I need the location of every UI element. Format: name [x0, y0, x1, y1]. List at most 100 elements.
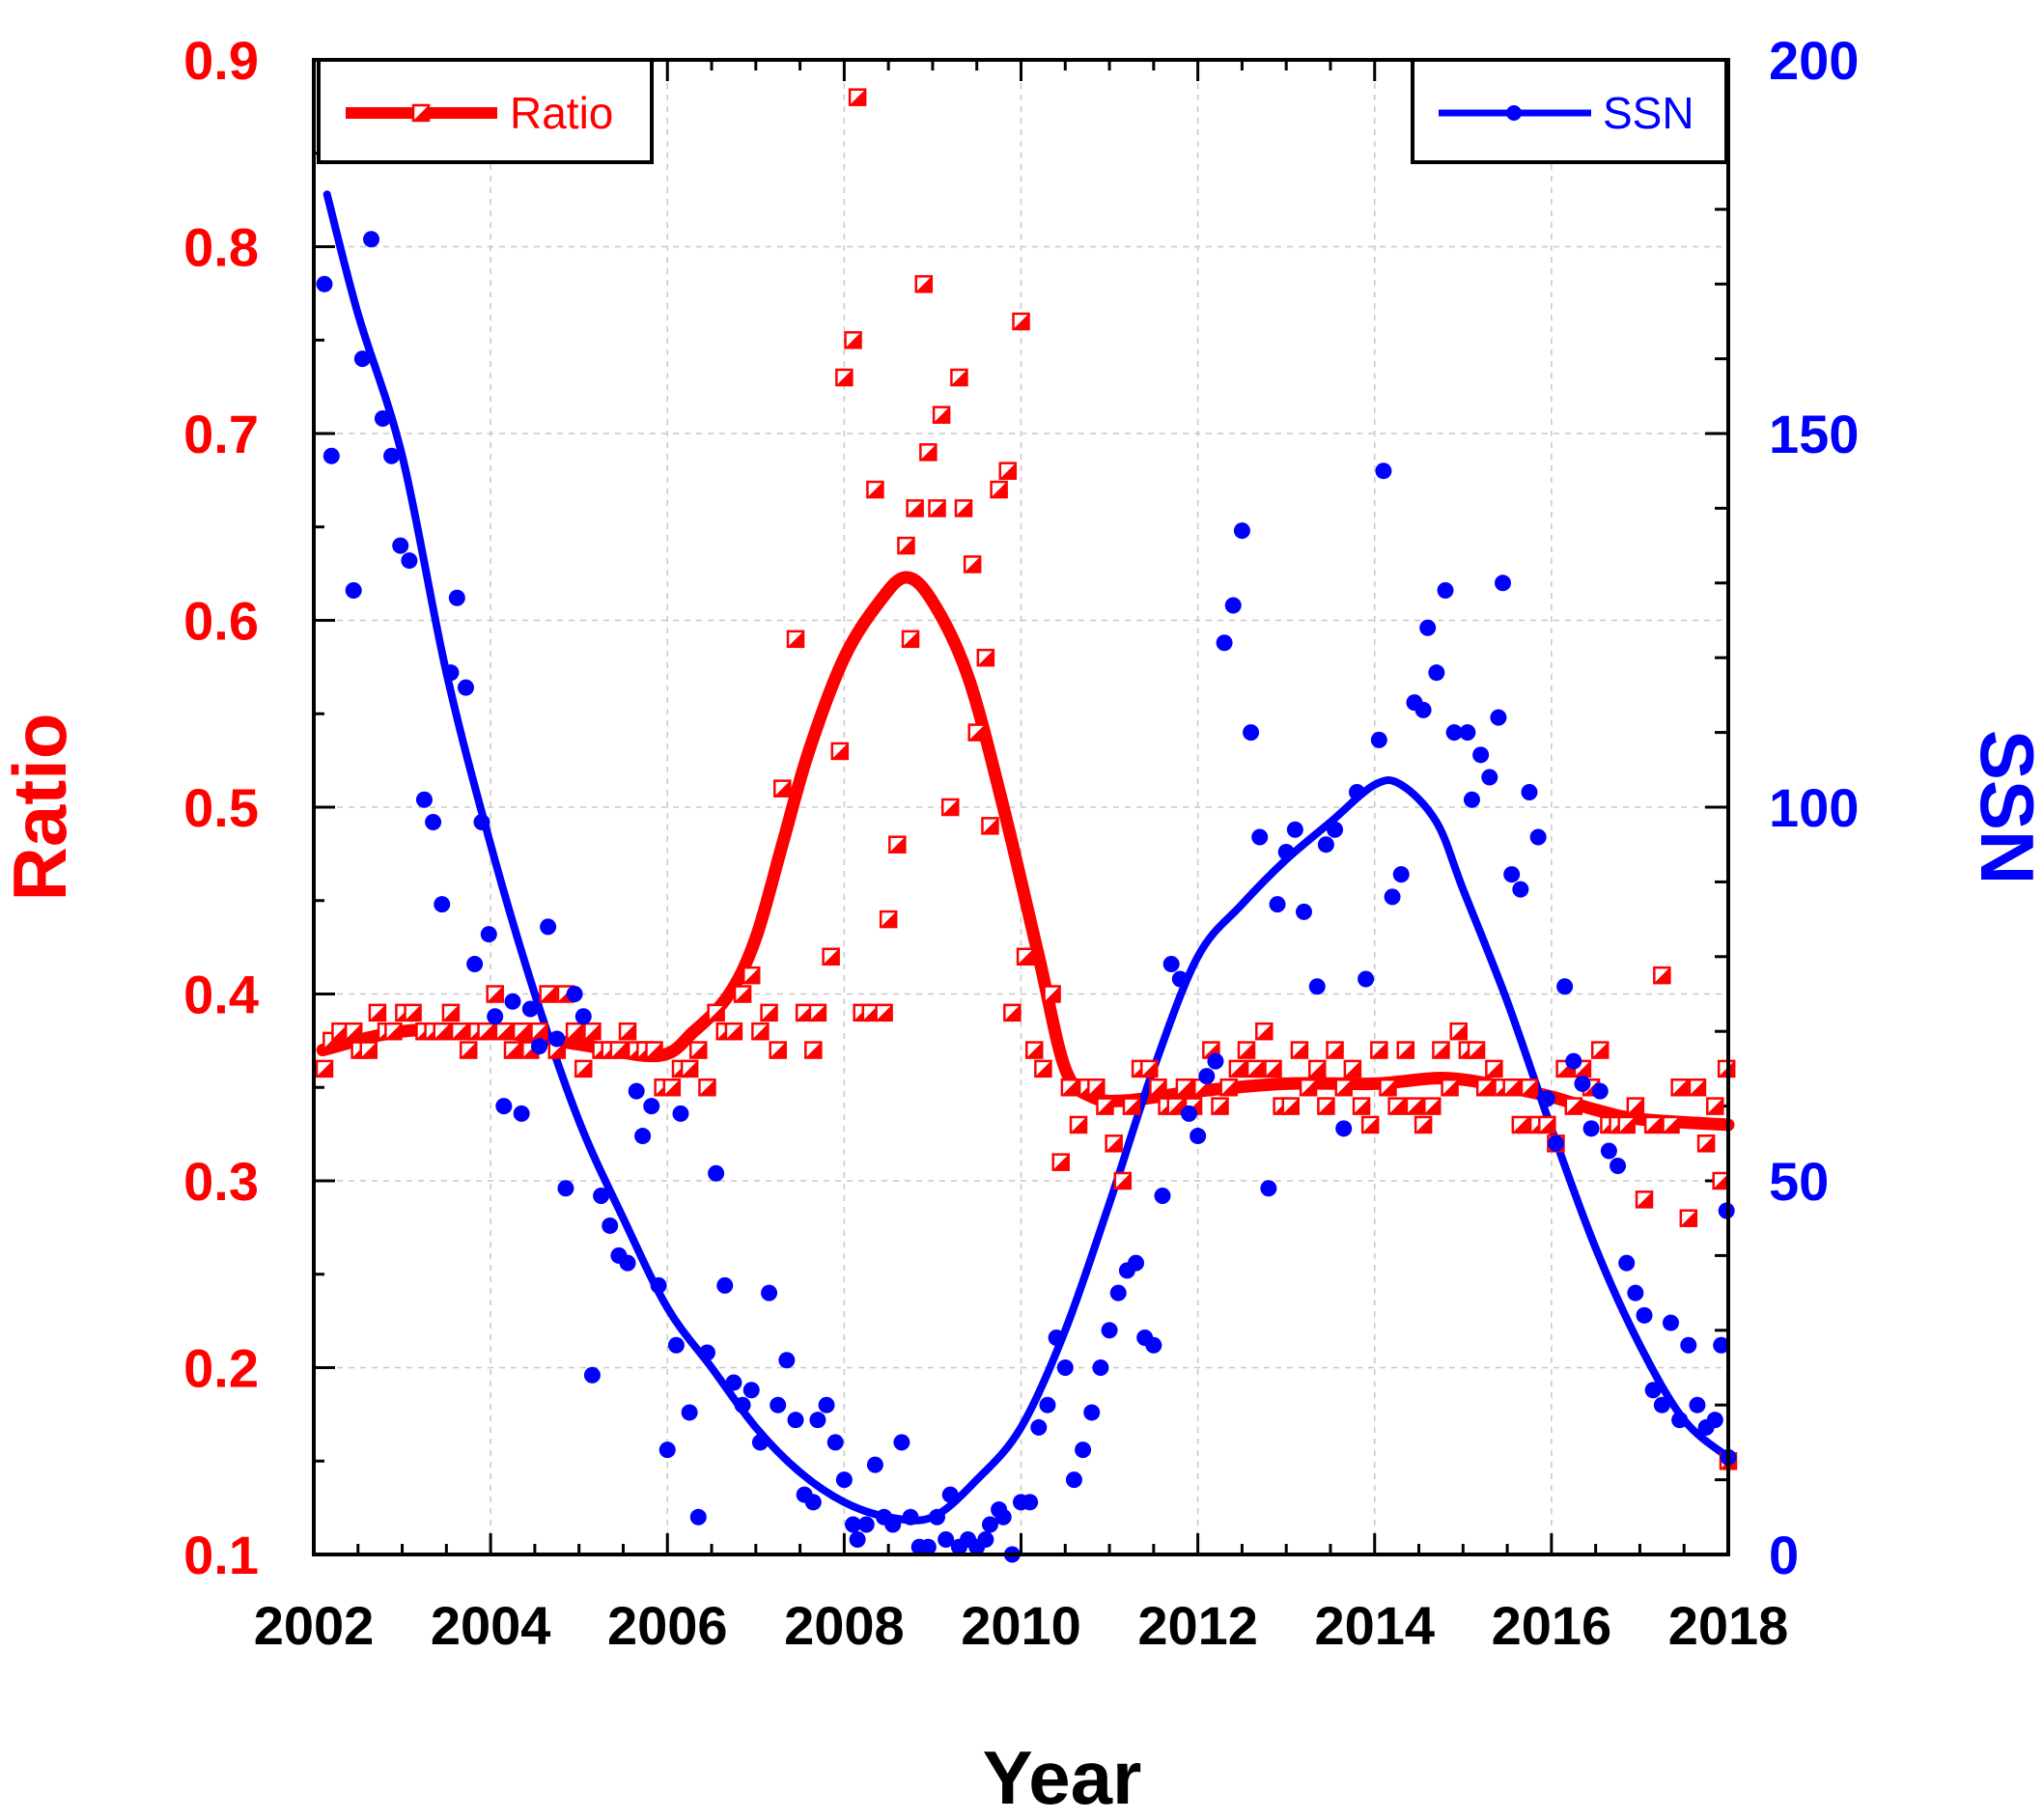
ratio-point-fill: [1176, 1079, 1192, 1096]
ratio-point: [1228, 1059, 1247, 1078]
ratio-point-fill: [385, 1023, 402, 1040]
ssn-point: [1154, 1187, 1171, 1204]
ratio-point: [368, 1003, 387, 1022]
ratio-point-fill: [434, 1023, 450, 1040]
ratio-point: [1281, 1097, 1301, 1115]
ssn-point: [415, 791, 433, 808]
ssn-point: [1662, 1314, 1679, 1331]
ratio-point: [530, 1022, 548, 1041]
ssn-point: [787, 1412, 804, 1429]
y-left-tick-label: 0.9: [183, 30, 259, 91]
ratio-point-fill: [1114, 1173, 1131, 1189]
ratio-point: [404, 1003, 422, 1022]
ratio-point-fill: [1238, 1042, 1254, 1058]
ratio-point: [1379, 1078, 1397, 1097]
x-tick-label: 2002: [254, 1595, 375, 1656]
ratio-point-fill: [1301, 1079, 1317, 1096]
ssn-point: [672, 1105, 689, 1122]
ssn-point: [884, 1516, 902, 1533]
ssn-point: [1260, 1180, 1277, 1197]
ratio-point: [1096, 1097, 1114, 1115]
ratio-point: [1334, 1078, 1353, 1097]
ssn-point: [1472, 746, 1490, 764]
ratio-point-fill: [1618, 1116, 1635, 1133]
ratio-point: [565, 1022, 584, 1041]
ssn-point: [845, 1516, 862, 1533]
ratio-point-fill: [809, 1004, 826, 1021]
ratio-point-fill: [1309, 1060, 1326, 1077]
ratio-point-fill: [770, 1042, 786, 1058]
ssn-point: [593, 1187, 610, 1204]
ratio-point: [1352, 1097, 1371, 1115]
ratio-point: [315, 1059, 334, 1078]
legend-ratio-marker: [411, 103, 431, 123]
ssn-point: [643, 1098, 660, 1115]
ratio-point: [1003, 1003, 1022, 1022]
ratio-point: [1113, 1171, 1133, 1190]
ratio-point: [1511, 1115, 1530, 1134]
ssn-point: [1414, 701, 1432, 718]
ratio-point-fill: [1627, 1098, 1643, 1114]
y-left-tick-label: 0.5: [183, 777, 259, 838]
ssn-point: [1547, 1134, 1564, 1152]
ratio-point-fill: [955, 500, 971, 517]
ratio-point: [1016, 947, 1035, 966]
ssn-point: [1358, 970, 1375, 988]
ssn-point: [634, 1128, 652, 1145]
ssn-point: [1618, 1254, 1636, 1272]
ratio-point-fill: [1415, 1116, 1432, 1133]
ratio-point: [897, 536, 915, 555]
ratio-point: [1326, 1041, 1344, 1059]
ratio-point-fill: [620, 1023, 636, 1040]
ratio-point-fill: [413, 105, 429, 121]
ratio-point-fill: [690, 1042, 707, 1058]
ssn-point: [457, 679, 474, 696]
plot-frame: [312, 58, 1730, 1556]
ratio-point-fill: [1167, 1098, 1184, 1114]
ratio-point: [1405, 1097, 1424, 1115]
ratio-point: [1360, 1115, 1380, 1134]
ratio-point: [441, 1003, 461, 1022]
ratio-point: [698, 1078, 716, 1097]
ratio-point: [786, 630, 805, 649]
ratio-point-fill: [903, 630, 919, 647]
x-axis-title: Year: [983, 1735, 1142, 1820]
ratio-point: [1317, 1097, 1335, 1115]
y-right-tick-label: 150: [1769, 404, 1859, 464]
ssn-point: [513, 1105, 530, 1122]
ratio-point-fill: [850, 89, 866, 105]
ratio-point: [998, 462, 1018, 480]
ssn-point: [667, 1336, 685, 1354]
ssn-point: [1109, 1284, 1127, 1302]
ssn-point: [1459, 724, 1476, 742]
ratio-point-fill: [951, 369, 967, 385]
ssn-point: [1207, 1052, 1224, 1070]
ssn-point: [495, 1098, 513, 1115]
ratio-point: [967, 723, 986, 742]
ratio-point: [1264, 1059, 1282, 1078]
x-tick-label: 2018: [1668, 1595, 1789, 1656]
ratio-point: [1653, 966, 1671, 985]
ratio-point-fill: [575, 1060, 592, 1077]
ssn-point: [1565, 1052, 1582, 1070]
ssn-point: [1243, 724, 1260, 742]
ssn-point: [1529, 828, 1547, 846]
ratio-point-fill: [1671, 1079, 1688, 1096]
ratio-fit-line: [316, 571, 1735, 1132]
ssn-point: [487, 1008, 504, 1025]
ssn-point: [977, 1531, 994, 1549]
ratio-point-fill: [965, 556, 981, 573]
ratio-point: [879, 910, 898, 929]
ssn-point: [566, 986, 583, 1002]
ratio-point: [1643, 1115, 1663, 1134]
ratio-point: [384, 1022, 403, 1041]
ratio-point: [1122, 1097, 1141, 1115]
ratio-point-fill: [682, 1060, 698, 1077]
ssn-point: [1039, 1396, 1056, 1414]
ratio-point: [1149, 1078, 1167, 1097]
ratio-point-fill: [1698, 1135, 1715, 1152]
ratio-point-fill: [867, 482, 883, 498]
ratio-point: [1396, 1041, 1415, 1059]
ssn-point: [1145, 1336, 1162, 1354]
ratio-point-fill: [1106, 1135, 1122, 1152]
